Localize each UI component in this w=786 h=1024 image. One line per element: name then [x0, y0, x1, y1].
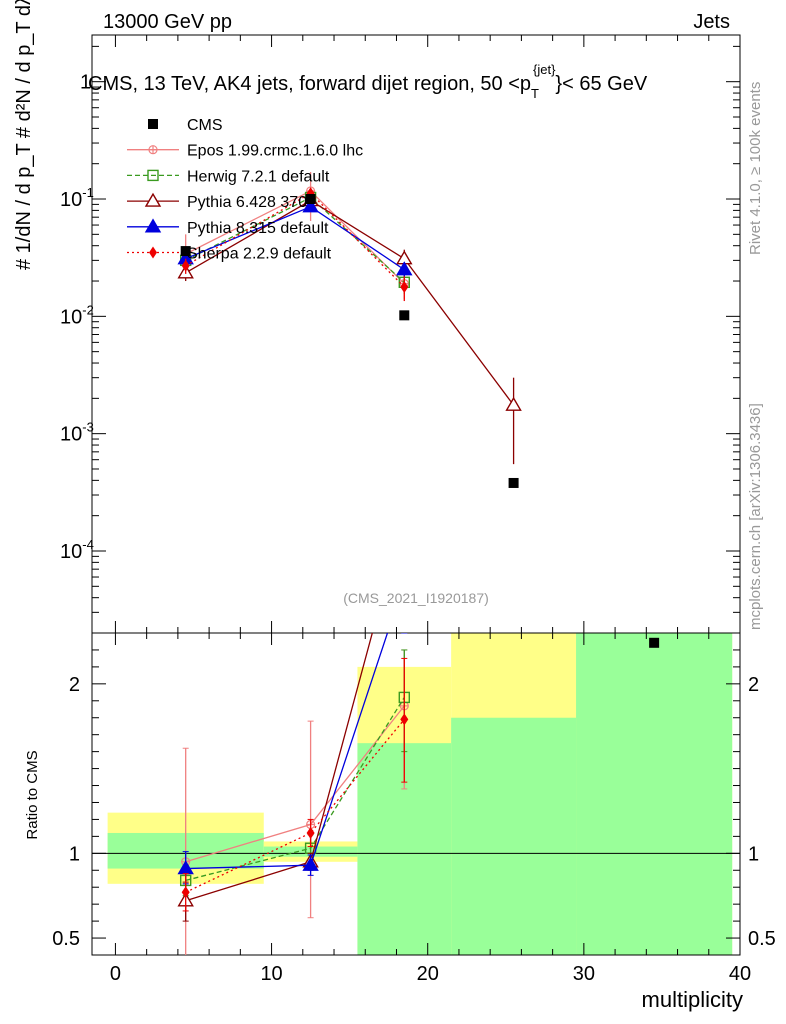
y-tick-label-0: 1	[80, 72, 91, 94]
cms-data-points	[180, 194, 660, 648]
y-axis-label-text: # 1/dN / d p_T # d²N / d p_T dλ	[13, 0, 35, 270]
ratio-tick-label-right-2: 2	[748, 674, 759, 696]
y-tick-label-2: 10-2	[60, 302, 94, 328]
legend-label-CMS: CMS	[187, 117, 223, 134]
cms-point-3	[508, 477, 519, 488]
ratio-axis-label: Ratio to CMS	[24, 750, 41, 839]
legend-marker-Pythia6	[144, 192, 162, 207]
cms-point-2	[399, 310, 410, 321]
main-series	[177, 171, 522, 465]
plot-frames	[91, 34, 741, 956]
ratio-frame	[91, 632, 741, 956]
x-tick-label-2: 20	[417, 963, 439, 985]
y-axis-label: # 1/dN / d p_T # d²N / d p_T dλ	[13, 0, 35, 270]
y-tick-label-3: 10-3	[60, 420, 94, 446]
ratio-tick-label-left-1: 1	[69, 843, 80, 865]
ratio-line-Pythia6	[185, 633, 373, 902]
watermark: (CMS_2021_I1920187)	[343, 590, 489, 606]
chart-title-sub: T	[531, 86, 539, 101]
chart-title-prefix: CMS, 13 TeV, AK4 jets, forward dijet reg…	[88, 73, 531, 95]
header-right: Jets	[693, 11, 730, 33]
legend-label-Pythia8: Pythia 8.315 default	[187, 220, 329, 237]
x-axis-label: multiplicity	[642, 987, 743, 1012]
ratio-point-Pythia8-2	[397, 575, 411, 587]
ratio-bands	[107, 633, 733, 955]
ratio-point-Pythia6-2	[397, 507, 411, 519]
series-line-Pythia6	[185, 199, 515, 406]
chart-title: CMS, 13 TeV, AK4 jets, forward dijet reg…	[88, 62, 648, 101]
x-tick-label-3: 30	[573, 963, 595, 985]
ratio-line-Sherpa	[185, 719, 405, 893]
chart-title-sup: {jet}	[533, 62, 556, 77]
legend-marker-Epos	[148, 145, 158, 155]
legend-marker-Herwig	[147, 169, 159, 182]
legend-label-Pythia6: Pythia 6.428 370	[187, 194, 307, 211]
legend-marker-Sherpa	[149, 246, 157, 259]
ratio-point-Pythia8-1	[302, 856, 319, 871]
ratio-tick-label-left-2: 2	[69, 674, 80, 696]
cms-point-0	[180, 246, 191, 257]
legend-label-Herwig: Herwig 7.2.1 default	[187, 168, 330, 185]
ratio-point-Pythia6-3	[507, 236, 521, 248]
ratio-series	[177, 236, 521, 955]
header-left: 13000 GeV pp	[103, 11, 232, 33]
series-point-Sherpa-0	[181, 259, 190, 272]
mcplots-label: mcplots.cern.ch [arXiv:1306.3436]	[747, 403, 764, 630]
ratio-tick-label-right-1: 1	[748, 843, 759, 865]
band-green-3	[451, 717, 577, 955]
legend-marker-CMS	[148, 119, 158, 129]
ratio-point-Sherpa-1	[306, 826, 315, 839]
x-tick-label-0: 0	[110, 963, 121, 985]
axis-ticks: 0 10 20 30 40 1 10-1 10-2 10-3 10-4 0.5 0.5 1 1 2 2	[52, 35, 776, 985]
x-tick-label-1: 10	[260, 963, 282, 985]
chart-title-suffix: }< 65 GeV	[555, 73, 647, 95]
series-point-Sherpa-2	[400, 280, 409, 293]
ratio-tick-label-right-0: 0.5	[748, 928, 776, 950]
y-tick-label-4: 10-4	[60, 537, 94, 563]
series-point-Pythia8-2	[396, 261, 413, 276]
legend-label-Sherpa: Sherpa 2.2.9 default	[187, 246, 332, 263]
ratio-point-Sherpa-2	[400, 713, 409, 726]
cms-point-4	[649, 637, 660, 648]
band-green-4	[576, 633, 733, 955]
ratio-tick-label-left-0: 0.5	[52, 928, 80, 950]
rivet-label: Rivet 4.1.0, ≥ 100k events	[747, 82, 764, 255]
legend: CMS Epos 1.99.crmc.1.6.0 lhc Herwig 7.2.1 …	[127, 117, 363, 263]
series-point-Pythia6-3	[505, 396, 522, 411]
x-tick-label-4: 40	[729, 963, 751, 985]
legend-label-Epos: Epos 1.99.crmc.1.6.0 lhc	[187, 143, 363, 160]
series-point-Pythia8-1	[302, 198, 319, 213]
ratio-point-Sherpa-0	[181, 886, 190, 899]
cms-point-1	[305, 194, 316, 205]
legend-marker-Pythia8	[144, 218, 162, 233]
y-tick-label-1: 10-1	[60, 185, 94, 211]
